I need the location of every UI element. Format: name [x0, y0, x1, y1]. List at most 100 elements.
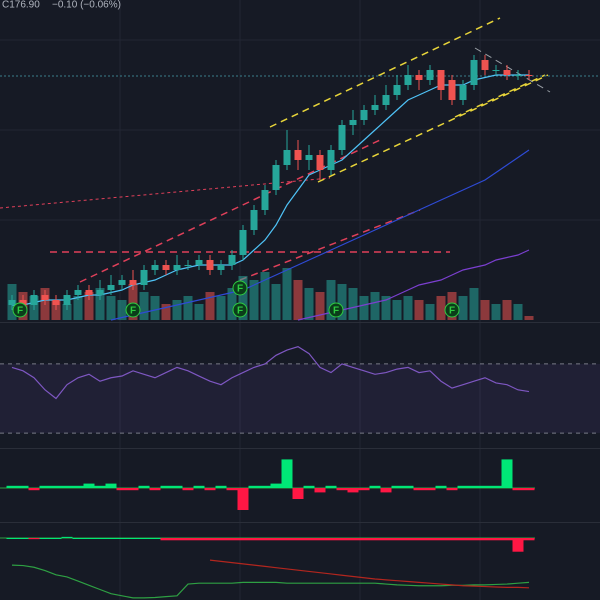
histogram-bar	[358, 488, 370, 491]
candle-body	[404, 75, 412, 85]
histogram-bar	[127, 538, 139, 539]
volume-bar	[194, 304, 204, 320]
histogram-bar	[17, 538, 29, 539]
histogram-bar	[457, 485, 469, 488]
moving-average	[110, 149, 530, 321]
candle-body	[85, 290, 93, 295]
candle-body	[52, 300, 60, 305]
volume-bar	[271, 284, 281, 320]
volume-bar	[150, 296, 160, 320]
histogram-bar	[413, 538, 425, 541]
candle-body	[305, 155, 313, 160]
histogram-bar	[248, 538, 260, 541]
marks	[0, 55, 600, 599]
histogram-bar	[116, 488, 128, 491]
volume-bar	[436, 296, 446, 320]
candle-body	[459, 85, 467, 100]
histogram-bar	[39, 485, 51, 488]
histogram-bar	[204, 488, 216, 491]
candle-body	[415, 75, 423, 80]
histogram-bar	[314, 538, 326, 541]
histogram-bar	[149, 488, 161, 491]
histogram-bar	[138, 485, 150, 488]
candle-body	[393, 85, 401, 95]
candle-body	[283, 150, 291, 165]
candle-body	[503, 70, 511, 75]
volume-bar	[128, 284, 138, 320]
volume-bar	[117, 300, 127, 320]
volume-bar	[139, 292, 149, 320]
candle-body	[294, 150, 302, 160]
candle-body	[140, 270, 148, 285]
histogram-bar	[171, 538, 183, 541]
histogram-bar	[248, 485, 260, 488]
histogram-bar	[61, 536, 73, 538]
histogram-bar	[270, 483, 282, 488]
histogram-bar	[523, 538, 535, 541]
volume-bar	[502, 300, 512, 320]
histogram-bar	[138, 538, 150, 539]
candle-body	[74, 290, 82, 295]
histogram-bar	[182, 538, 194, 541]
histogram-bar	[281, 538, 293, 541]
event-marker: F	[130, 306, 136, 317]
histogram-bar	[457, 538, 469, 541]
histogram-bar	[435, 485, 447, 488]
volume-bar	[106, 296, 116, 320]
histogram-bar	[512, 538, 524, 552]
histogram-bar	[336, 538, 348, 541]
histogram-bar	[94, 538, 106, 539]
candle-body	[162, 265, 170, 270]
volume-bar	[293, 280, 303, 320]
histogram-bar	[83, 538, 95, 539]
histogram-bar	[435, 538, 447, 541]
histogram-bar	[160, 538, 172, 541]
candle-body	[481, 60, 489, 70]
histogram-bar	[512, 488, 524, 491]
candle-body	[349, 120, 357, 125]
volume-bar	[326, 280, 336, 320]
histogram-bar	[105, 483, 117, 488]
histogram-bar	[446, 488, 458, 491]
histogram-bar	[391, 485, 403, 488]
event-marker: F	[237, 284, 243, 295]
histogram-bar	[17, 485, 29, 488]
change-label: −0.10 (−0.06%)	[52, 0, 121, 11]
volume-bar	[249, 280, 259, 320]
volume-bar	[172, 300, 182, 320]
histogram-bar	[72, 538, 84, 539]
histogram-bar	[226, 488, 238, 491]
histogram-bar	[39, 538, 51, 539]
histogram-bar	[325, 538, 337, 541]
volume-bar	[370, 292, 380, 320]
histogram-bar	[149, 538, 161, 539]
candle-body	[316, 155, 324, 170]
volume-bar	[304, 288, 314, 320]
candle-body	[327, 150, 335, 170]
histogram-bar	[358, 538, 370, 541]
volume-bar	[513, 304, 523, 320]
indicator-line	[11, 345, 530, 400]
histogram-bar	[6, 485, 18, 488]
volume-bar	[84, 292, 94, 320]
candle-body	[107, 285, 115, 290]
histogram-bar	[336, 488, 348, 491]
histogram-bar	[6, 538, 18, 539]
pane-separator	[0, 522, 600, 523]
candle-body	[151, 265, 159, 270]
candle-body	[371, 105, 379, 110]
histogram-bar	[193, 485, 205, 488]
histogram-bar	[28, 538, 40, 540]
candle-body	[184, 265, 192, 266]
volume-bar	[216, 296, 226, 320]
histogram-bar	[204, 538, 216, 541]
histogram-bar	[237, 538, 249, 541]
histogram-bar	[490, 538, 502, 541]
candle-body	[19, 300, 27, 305]
histogram-bar	[314, 488, 326, 493]
candle-body	[173, 265, 181, 270]
histogram-bar	[237, 488, 249, 510]
candle-body	[382, 95, 390, 105]
volume-bar	[359, 296, 369, 320]
histogram-bar	[391, 538, 403, 541]
